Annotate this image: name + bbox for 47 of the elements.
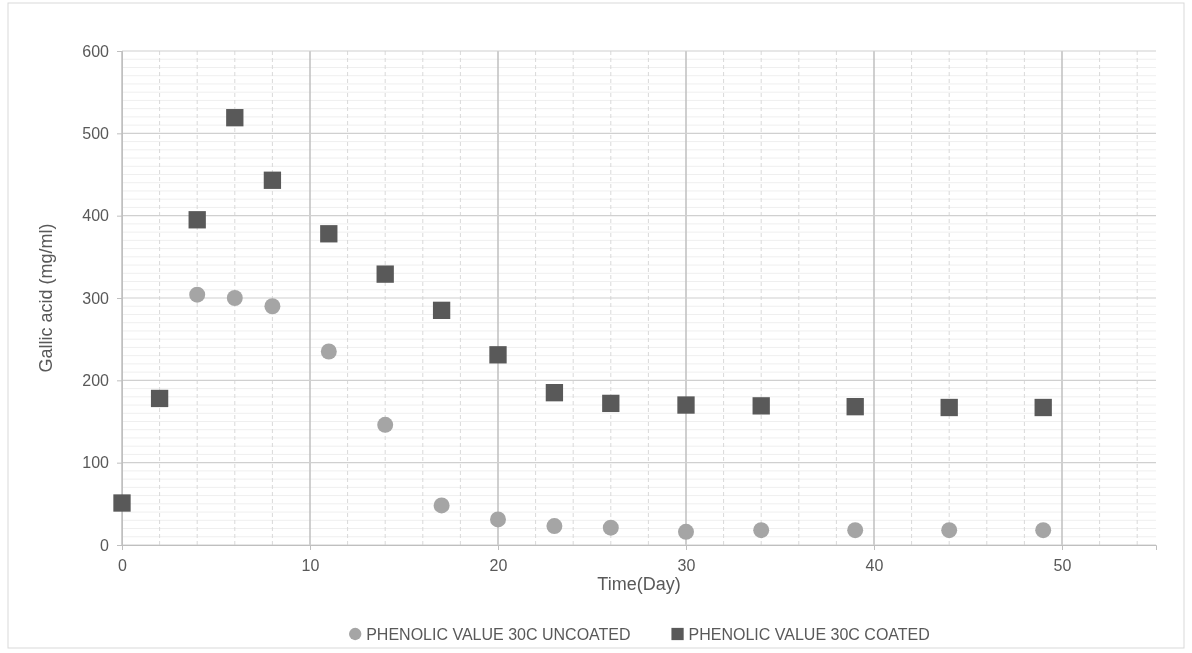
y-tick-label: 400	[82, 207, 110, 225]
point	[264, 298, 281, 315]
y-tick-label: 300	[82, 289, 110, 307]
point	[677, 396, 695, 414]
y-tick-label: 500	[82, 124, 110, 142]
point	[489, 346, 507, 364]
y-tick-label: 600	[82, 42, 110, 60]
point	[189, 286, 206, 303]
point	[377, 416, 394, 433]
y-tick-label: 100	[82, 454, 110, 472]
point	[226, 109, 244, 127]
x-tick-label: 20	[489, 557, 508, 575]
x-tick-label: 50	[1053, 557, 1072, 575]
point	[320, 343, 337, 360]
y-tick-label: 0	[100, 536, 110, 554]
point	[1034, 398, 1052, 417]
point	[490, 511, 506, 528]
legend-label: PHENOLIC VALUE 30C COATED	[688, 626, 930, 643]
point	[113, 494, 131, 512]
x-tick-label: 40	[865, 557, 884, 575]
x-tick-label: 0	[118, 557, 128, 575]
point	[1035, 522, 1052, 539]
point	[263, 171, 282, 189]
y-axis-title: Gallic acid (mg/ml)	[36, 223, 56, 373]
point	[188, 211, 206, 229]
point	[150, 389, 169, 408]
legend-label: PHENOLIC VALUE 30C UNCOATED	[366, 626, 631, 643]
point	[678, 523, 694, 540]
point	[846, 398, 864, 416]
point	[940, 398, 958, 417]
point	[753, 522, 770, 539]
point	[546, 518, 563, 535]
point	[941, 522, 958, 539]
point	[847, 522, 864, 539]
point	[602, 519, 619, 536]
y-tick-label: 200	[82, 371, 110, 389]
point	[545, 384, 564, 402]
x-tick-label: 30	[677, 557, 696, 575]
x-tick-label: 10	[301, 557, 320, 575]
point	[226, 290, 243, 306]
point	[320, 225, 338, 243]
x-axis-title: Time(Day)	[597, 574, 681, 594]
point	[433, 497, 450, 514]
point	[602, 394, 620, 413]
point	[752, 397, 770, 415]
point	[432, 301, 451, 320]
point	[376, 265, 394, 283]
